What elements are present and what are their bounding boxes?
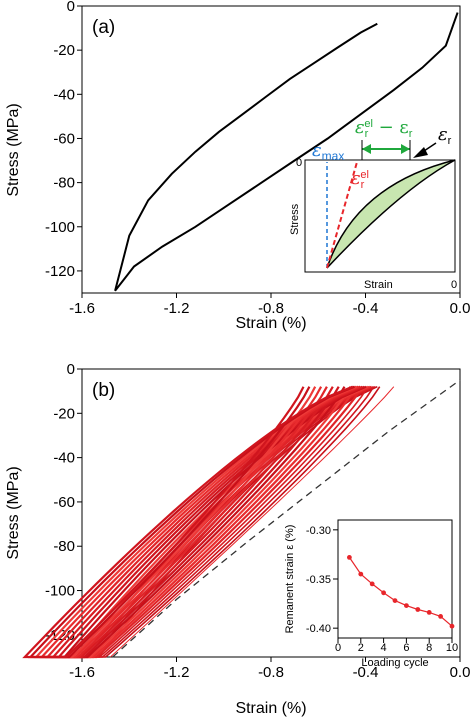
panel-b-x-tick-label: -0.4 (353, 664, 379, 681)
panel-a-x-axis-label: Strain (%) (235, 315, 306, 332)
panel-a-stress-strain-curve (114, 12, 459, 292)
panel-b-y-tick-label: -20 (53, 405, 75, 422)
inset-y-tick-label: -0.30 (306, 525, 331, 537)
inset-unloading-curve (326, 159, 456, 269)
inset-y-axis-label: Remanent strain ε (%) (284, 525, 296, 634)
difference-arrow-left-head (362, 144, 371, 154)
inset-data-point (358, 571, 364, 577)
inset-remanent-strain-points (347, 555, 455, 629)
inset-data-point (426, 610, 432, 615)
panel-b-y-ticks: 0-20-40-60-80-100-120 (45, 361, 82, 644)
inset-x-tick-label: 4 (381, 642, 387, 654)
difference-arrow-right-head (401, 144, 410, 154)
panel-b-cycle-curves (22, 385, 395, 659)
inset-x-tick-label: 6 (403, 642, 409, 654)
panel-b-inset-remanent-strain: 0 2 4 6 8 10 -0.30 -0.35 -0.40 Loading cycle Re… (284, 519, 458, 669)
inset-data-point (347, 555, 352, 560)
panel-a-x-tick-label: 0.0 (450, 300, 471, 317)
inset-x-tick-label: 0 (335, 642, 341, 654)
panel-a-x-tick-label: -0.8 (258, 300, 284, 317)
panel-a-y-tick-label: 0 (67, 0, 75, 15)
panel-b-x-tick-label: -0.8 (258, 664, 284, 681)
inset-data-point (449, 623, 455, 629)
panel-a-label: (a) (92, 17, 115, 38)
inset-data-point (392, 598, 398, 603)
inset-y-tick-label: -0.35 (306, 574, 331, 586)
inset-data-point (438, 614, 443, 619)
panel-b: -1.6 -1.2 -0.8 -0.4 0.0 0-20-40-60-80-100-12… (5, 361, 470, 717)
eps-r-pointer-head (413, 147, 428, 158)
inset-data-point (404, 603, 409, 608)
difference-label: εrel − εr (355, 117, 413, 140)
panel-a: -1.6 -1.2 -0.8 -0.4 0.0 0 -20 -40 -60 -80 -100 -12… (5, 0, 470, 332)
panel-b-cycle-loop (22, 385, 354, 659)
panel-a-x-ticks: -1.6 -1.2 -0.8 -0.4 0.0 (69, 293, 470, 317)
inset-data-point (369, 581, 375, 587)
inset-x-label: Strain (364, 279, 393, 291)
inset-x-zero-label: 0 (451, 279, 457, 291)
inset-x-tick-label: 8 (426, 642, 432, 654)
panel-b-x-axis-label: Strain (%) (235, 700, 306, 717)
panel-b-y-tick-label: -80 (53, 538, 75, 555)
panel-b-y-axis-label: Stress (MPa) (5, 466, 22, 559)
panel-b-first-cycle-line (110, 386, 395, 658)
panel-a-y-axis-label: Stress (MPa) (5, 103, 22, 196)
panel-b-y-tick-label: 0 (67, 361, 75, 378)
inset-y-label: Stress (289, 203, 301, 235)
panel-a-y-tick-label: -80 (53, 175, 75, 192)
inset-y-ticks: -0.30 -0.35 -0.40 (306, 525, 338, 635)
inset-loading-curve (326, 159, 456, 269)
inset-x-ticks: 0 2 4 6 8 10 (335, 638, 458, 654)
panel-a-y-tick-label: -60 (53, 130, 75, 147)
inset-data-point (415, 607, 421, 612)
inset-y-zero-label: 0 (296, 157, 302, 169)
panel-b-x-tick-label: 0.0 (450, 664, 471, 681)
panel-a-y-ticks: 0 -20 -40 -60 -80 -100 -120 (45, 0, 82, 280)
panel-a-x-tick-label: -1.6 (69, 300, 95, 317)
panel-a-y-tick-label: -100 (45, 219, 75, 236)
inset-x-tick-label: 2 (358, 642, 364, 654)
panel-b-label: (b) (92, 380, 115, 401)
panel-a-inset-schematic: 0 0 Strain Stress εmax εrel εrel − εr εr (289, 117, 457, 291)
eps-r-el-label: εrel (351, 168, 369, 191)
panel-b-y-tick-label: -100 (45, 583, 75, 600)
inset-remanent-strain-line (348, 557, 453, 627)
panel-b-x-ticks: -1.6 -1.2 -0.8 -0.4 0.0 (69, 657, 470, 681)
eps-max-label: εmax (312, 140, 344, 163)
panel-a-x-tick-label: -0.4 (353, 300, 379, 317)
inset-x-tick-label: 10 (446, 642, 458, 654)
inset-plot-frame (337, 519, 453, 639)
inset-y-tick-label: -0.40 (306, 623, 331, 635)
panel-b-x-tick-label: -1.2 (164, 664, 190, 681)
panel-b-reference-dashed-line (112, 379, 461, 658)
panel-a-x-tick-label: -1.2 (164, 300, 190, 317)
panel-a-y-tick-label: -20 (53, 42, 75, 59)
eps-r-el-dashed-line (326, 161, 358, 269)
eps-r-label: εr (438, 124, 452, 147)
panel-b-x-tick-label: -1.6 (69, 664, 95, 681)
inset-x-axis-label: Loading cycle (361, 657, 428, 669)
panel-b-y-tick-label: -40 (53, 450, 75, 467)
panel-a-y-tick-label: -40 (53, 86, 75, 103)
inset-data-point (381, 590, 386, 596)
panel-b-y-tick-label: -60 (53, 494, 75, 511)
panel-a-y-tick-label: -120 (45, 263, 75, 280)
